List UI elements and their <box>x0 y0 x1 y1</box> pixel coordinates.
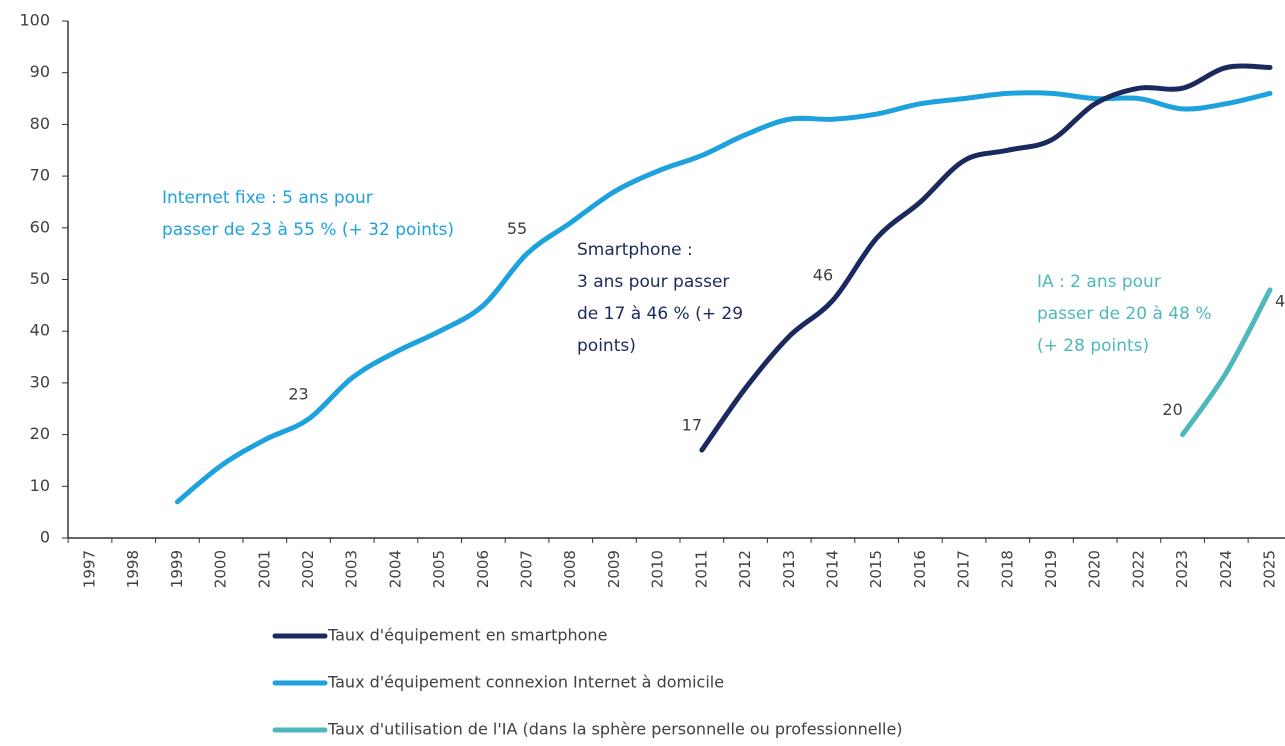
x-tick-label: 2016 <box>911 550 929 588</box>
legend-label: Taux d'utilisation de l'IA (dans la sphè… <box>327 720 903 739</box>
x-tick-label: 2023 <box>1173 550 1191 588</box>
y-tick-label: 70 <box>30 166 50 185</box>
y-tick-label: 80 <box>30 114 50 133</box>
annotation: points) <box>577 336 636 356</box>
x-tick-label: 2011 <box>692 550 710 588</box>
y-tick-label: 60 <box>30 217 50 236</box>
x-tick-label: 2014 <box>823 550 841 588</box>
x-tick-label: 2025 <box>1261 550 1279 588</box>
data-label: 46 <box>813 266 833 285</box>
y-tick-label: 40 <box>30 321 50 340</box>
data-label: 55 <box>507 219 527 238</box>
data-label: 48 <box>1275 291 1285 310</box>
data-label: 17 <box>682 416 702 435</box>
x-tick-label: 2001 <box>255 550 273 588</box>
annotation: passer de 23 à 55 % (+ 32 points) <box>162 220 454 240</box>
annotation: (+ 28 points) <box>1037 336 1149 356</box>
x-tick-label: 1997 <box>81 550 99 588</box>
data-label: 23 <box>288 385 308 404</box>
y-tick-label: 90 <box>30 62 50 81</box>
y-tick-label: 20 <box>30 424 50 443</box>
y-tick-label: 100 <box>19 11 50 30</box>
x-tick-label: 1998 <box>124 550 142 588</box>
x-tick-label: 2005 <box>430 550 448 588</box>
y-tick-label: 10 <box>30 476 50 495</box>
x-tick-label: 2024 <box>1217 550 1235 588</box>
annotation: 3 ans pour passer <box>577 272 729 292</box>
series-line <box>174 90 1273 505</box>
x-tick-label: 2002 <box>299 550 317 588</box>
x-tick-label: 2022 <box>1129 550 1147 588</box>
y-tick-label: 50 <box>30 269 50 288</box>
x-tick-label: 2004 <box>386 550 404 588</box>
x-tick-label: 2009 <box>605 550 623 588</box>
x-tick-label: 2015 <box>867 550 885 588</box>
x-tick-label: 1999 <box>168 550 186 588</box>
x-tick-label: 2003 <box>343 550 361 588</box>
legend-label: Taux d'équipement connexion Internet à d… <box>327 673 724 692</box>
legend-label: Taux d'équipement en smartphone <box>327 626 607 645</box>
x-tick-label: 2017 <box>955 550 973 588</box>
x-tick-label: 2000 <box>212 550 230 588</box>
series-line <box>699 63 1273 453</box>
x-tick-label: 2006 <box>474 550 492 588</box>
annotation: de 17 à 46 % (+ 29 <box>577 304 743 324</box>
x-tick-label: 2008 <box>561 550 579 588</box>
annotation: Smartphone : <box>577 240 693 260</box>
x-tick-label: 2018 <box>998 550 1016 588</box>
annotation: Internet fixe : 5 ans pour <box>162 188 373 208</box>
y-tick-label: 0 <box>40 528 50 547</box>
y-tick-label: 30 <box>30 372 50 391</box>
x-tick-label: 2019 <box>1042 550 1060 588</box>
x-tick-label: 2013 <box>780 550 798 588</box>
x-tick-label: 2012 <box>736 550 754 588</box>
x-tick-label: 2007 <box>518 550 536 588</box>
x-tick-label: 2020 <box>1086 550 1104 588</box>
x-tick-label: 2010 <box>649 550 667 588</box>
data-label: 20 <box>1162 400 1182 419</box>
series-line <box>1180 287 1273 438</box>
annotation: passer de 20 à 48 % <box>1037 304 1211 324</box>
annotation: IA : 2 ans pour <box>1037 272 1161 292</box>
